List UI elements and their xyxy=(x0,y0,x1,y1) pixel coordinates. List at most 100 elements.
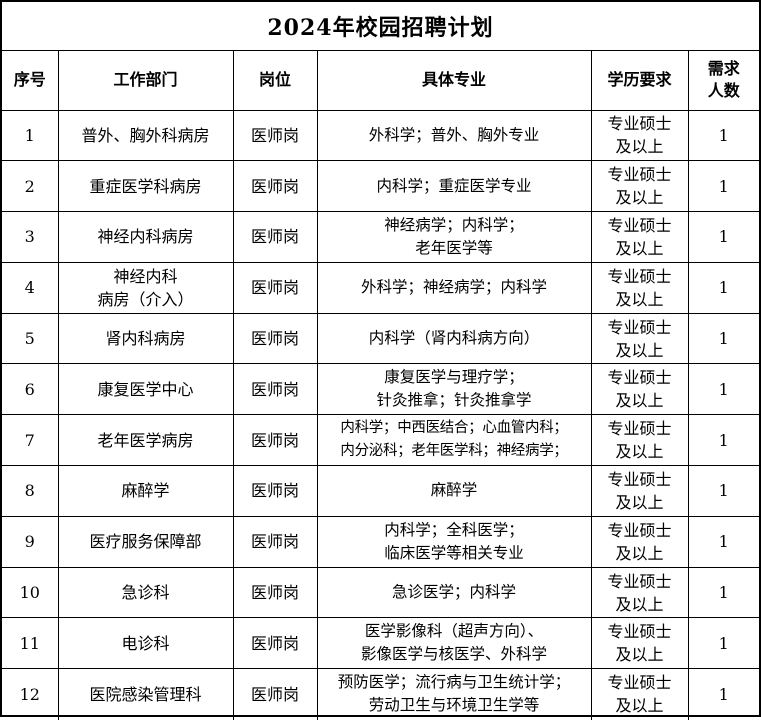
header-education: 学历要求 xyxy=(590,51,689,111)
post-cell: 医师岗 xyxy=(232,160,318,213)
education-cell: 专业硕士 及以上 xyxy=(590,465,689,517)
department-cell: 康复医学中心 xyxy=(57,363,234,416)
table-row: 4 神经内科 病房（介入） 医师岗 外科学；神经病学；内科学 专业硕士 及以上 1 xyxy=(2,261,759,314)
education-line: 及以上 xyxy=(615,289,664,309)
row-number-cell: 9 xyxy=(2,515,59,568)
post-cell: 医师岗 xyxy=(232,312,318,365)
education-line: 及以上 xyxy=(615,188,664,208)
row-number-cell: 5 xyxy=(2,312,59,365)
major-line: 临床医学等相关专业 xyxy=(384,543,524,562)
education-cell: 专业硕士 及以上 xyxy=(590,312,689,365)
major-line: 康复医学与理疗学； xyxy=(384,368,524,387)
education-line: 专业硕士 xyxy=(607,165,672,185)
row-number-cell: 8 xyxy=(2,465,59,517)
department-line: 肾内科病房 xyxy=(105,329,186,349)
table-row: 5 肾内科病房 医师岗 内科学（肾内科病方向） 专业硕士 及以上 1 xyxy=(2,312,759,365)
major-line: 内科学（肾内科病方向） xyxy=(368,329,540,348)
header-row: 序号 工作部门 岗位 具体专业 学历要求 需求 人数 xyxy=(2,51,759,111)
education-line: 专业硕士 xyxy=(607,317,672,337)
major-line: 针灸推拿；针灸推拿学 xyxy=(376,391,532,410)
headcount-cell: 1 xyxy=(687,617,759,670)
major-cell: 预防医学；流行病与卫生统计学； 劳动卫生与环境卫生学等 xyxy=(316,668,592,720)
row-number-cell: 7 xyxy=(2,414,59,467)
headcount-cell: 1 xyxy=(687,515,759,568)
education-cell: 专业硕士 及以上 xyxy=(590,363,689,416)
education-line: 专业硕士 xyxy=(607,419,672,439)
major-cell: 神经病学；内科学； 老年医学等 xyxy=(316,211,592,263)
post-cell: 医师岗 xyxy=(232,617,318,670)
education-line: 专业硕士 xyxy=(607,368,672,388)
department-cell: 医疗服务保障部 xyxy=(57,515,234,568)
table-row: 6 康复医学中心 医师岗 康复医学与理疗学； 针灸推拿；针灸推拿学 专业硕士 及以上 1 xyxy=(2,363,759,416)
education-cell: 专业硕士 及以上 xyxy=(590,261,689,314)
major-line: 劳动卫生与环境卫生学等 xyxy=(368,696,540,715)
major-cell: 麻醉学 xyxy=(316,465,592,517)
headcount-cell: 1 xyxy=(687,211,759,263)
headcount-cell: 1 xyxy=(687,566,759,619)
major-line: 老年医学等 xyxy=(415,238,493,257)
department-cell: 电诊科 xyxy=(57,617,234,670)
major-line: 内科学；重症医学专业 xyxy=(376,176,532,195)
education-line: 专业硕士 xyxy=(607,215,672,235)
education-line: 及以上 xyxy=(615,594,664,614)
row-number-cell: 12 xyxy=(2,668,59,720)
major-line: 内科学；全科医学； xyxy=(384,520,524,539)
header-no: 序号 xyxy=(2,51,59,111)
table-row: 2 重症医学科病房 医师岗 内科学；重症医学专业 专业硕士 及以上 1 xyxy=(2,160,759,213)
header-headcount-line2: 人数 xyxy=(707,81,740,101)
department-cell: 普外、胸外科病房 xyxy=(57,109,234,162)
row-number-cell: 4 xyxy=(2,261,59,314)
header-headcount: 需求 人数 xyxy=(687,51,759,111)
row-number-cell: 2 xyxy=(2,160,59,213)
headcount-cell: 1 xyxy=(687,109,759,162)
major-cell: 外科学；普外、胸外专业 xyxy=(316,109,592,162)
education-line: 及以上 xyxy=(615,340,664,360)
recruitment-table: 序号 工作部门 岗位 具体专业 学历要求 需求 人数 1 普外、胸外科病房 医师岗外… xyxy=(2,51,759,720)
major-line: 预防医学；流行病与卫生统计学； xyxy=(337,673,571,692)
education-line: 专业硕士 xyxy=(607,520,672,540)
education-cell: 专业硕士 及以上 xyxy=(590,160,689,213)
education-line: 专业硕士 xyxy=(607,469,672,489)
education-line: 专业硕士 xyxy=(607,673,672,693)
department-cell: 麻醉学 xyxy=(57,465,234,517)
education-line: 及以上 xyxy=(615,696,664,716)
table-row: 1 普外、胸外科病房 医师岗 外科学；普外、胸外专业 专业硕士 及以上 1 xyxy=(2,109,759,162)
major-cell: 内科学；中西医结合；心血管内科； 内分泌科；老年医学科；神经病学； xyxy=(316,414,592,467)
table-row: 11 电诊科 医师岗 医学影像科（超声方向）、 影像医学与核医学、外科学 专业硕士 及以上 1 xyxy=(2,617,759,670)
headcount-cell: 1 xyxy=(687,668,759,720)
department-line: 医院感染管理科 xyxy=(89,684,202,704)
header-major: 具体专业 xyxy=(316,51,592,111)
department-cell: 神经内科病房 xyxy=(57,211,234,263)
headcount-cell: 1 xyxy=(687,465,759,517)
post-cell: 医师岗 xyxy=(232,109,318,162)
page-title: 2024年校园招聘计划 xyxy=(2,2,759,51)
department-cell: 医院感染管理科 xyxy=(57,668,234,720)
education-cell: 专业硕士 及以上 xyxy=(590,414,689,467)
education-cell: 专业硕士 及以上 xyxy=(590,515,689,568)
major-line: 影像医学与核医学、外科学 xyxy=(360,645,547,664)
major-line: 外科学；普外、胸外专业 xyxy=(368,125,540,144)
major-line: 神经病学；内科学； xyxy=(384,215,524,234)
post-cell: 医师岗 xyxy=(232,515,318,568)
major-line: 内科学；中西医结合；心血管内科； xyxy=(340,420,568,437)
education-line: 专业硕士 xyxy=(607,622,672,642)
department-line: 病房（介入） xyxy=(97,289,194,309)
post-cell: 医师岗 xyxy=(232,211,318,263)
major-cell: 康复医学与理疗学； 针灸推拿；针灸推拿学 xyxy=(316,363,592,416)
table-row: 9 医疗服务保障部 医师岗 内科学；全科医学； 临床医学等相关专业 专业硕士 及以上 1 xyxy=(2,515,759,568)
post-cell: 医师岗 xyxy=(232,363,318,416)
table-row: 8 麻醉学 医师岗 麻醉学 专业硕士 及以上 1 xyxy=(2,465,759,517)
major-line: 外科学；神经病学；内科学 xyxy=(360,278,547,297)
department-line: 重症医学科病房 xyxy=(89,176,202,196)
table-row: 7 老年医学病房 医师岗 内科学；中西医结合；心血管内科； 内分泌科；老年医学科；神经病… xyxy=(2,414,759,467)
major-cell: 内科学；全科医学； 临床医学等相关专业 xyxy=(316,515,592,568)
department-line: 康复医学中心 xyxy=(97,379,194,399)
department-cell: 急诊科 xyxy=(57,566,234,619)
education-line: 专业硕士 xyxy=(607,114,672,134)
education-cell: 专业硕士 及以上 xyxy=(590,109,689,162)
department-line: 急诊科 xyxy=(121,583,170,603)
education-line: 及以上 xyxy=(615,543,664,563)
education-line: 及以上 xyxy=(615,442,664,462)
row-number-cell: 1 xyxy=(2,109,59,162)
